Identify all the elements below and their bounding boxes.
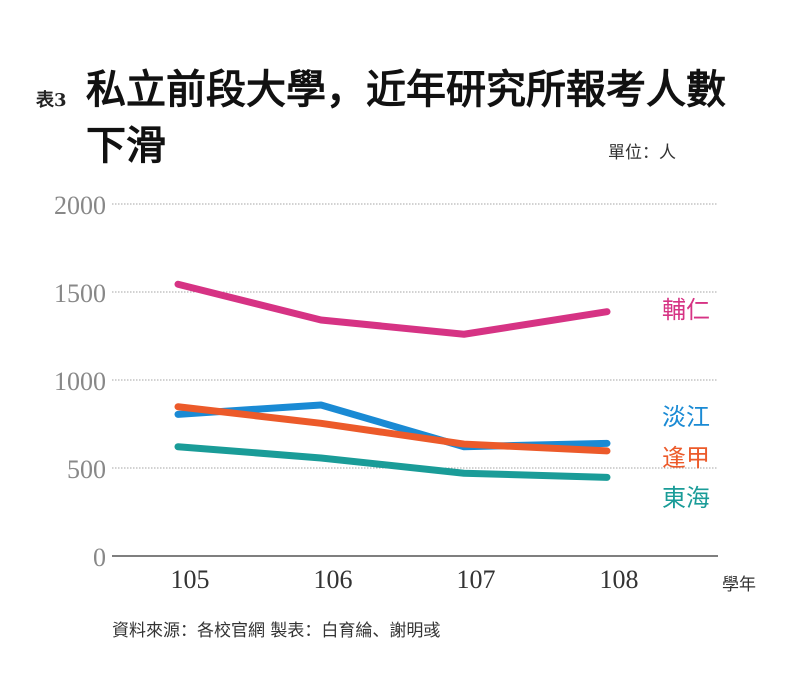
series-line-1: [174, 280, 611, 338]
source-note: 資料來源：各校官網 製表：白育綸、謝明彧: [112, 621, 441, 641]
series-line-3: [174, 403, 611, 455]
series-label: 逢甲: [662, 444, 710, 472]
y-tick-label: 500: [67, 455, 106, 484]
x-tick-label: 106: [314, 565, 353, 594]
x-tick-label: 105: [171, 565, 210, 594]
chart-title: 私立前段大學，近年研究所報考人數下滑: [86, 66, 726, 169]
series-line-4: [174, 443, 611, 481]
y-tick-label: 1500: [54, 279, 106, 308]
series-label: 輔仁: [662, 296, 710, 324]
unit-label: 單位：人: [608, 143, 676, 163]
series-label: 淡江: [662, 403, 710, 431]
y-tick-label: 1000: [54, 367, 106, 396]
x-tick-label: 108: [600, 565, 639, 594]
y-tick-label: 2000: [54, 191, 106, 220]
series-label: 東海: [662, 484, 710, 512]
y-tick-label: 0: [93, 543, 106, 572]
table-number: 表3: [36, 90, 67, 111]
x-axis-label: 學年: [722, 575, 756, 595]
x-tick-label: 107: [457, 565, 496, 594]
